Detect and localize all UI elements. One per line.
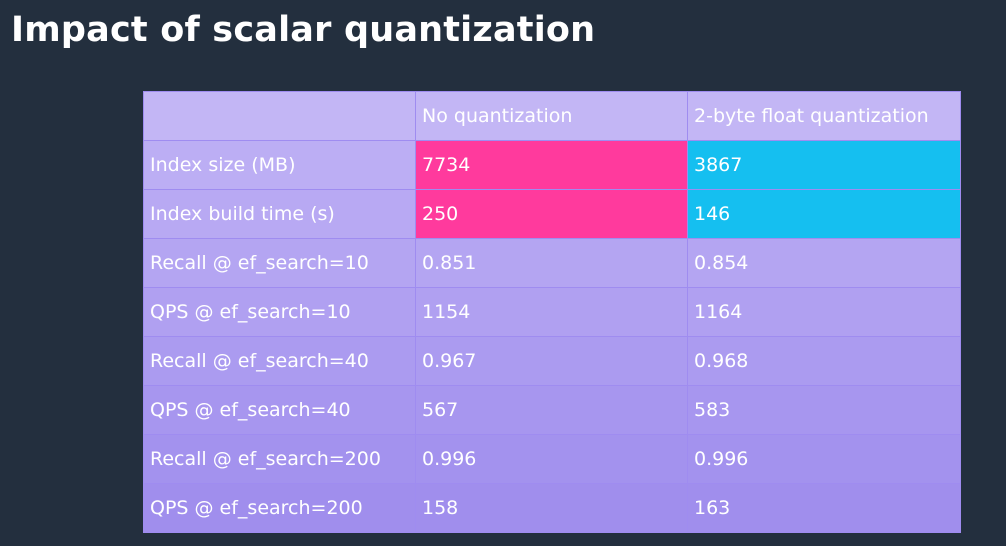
cell-no-quantization: 7734 — [415, 140, 688, 190]
cell-no-quantization: 567 — [415, 385, 688, 435]
header-cell-float-quantization: 2-byte float quantization — [687, 91, 961, 141]
table-row: Index build time (s) 250 146 — [143, 189, 961, 239]
comparison-table: No quantization 2-byte float quantizatio… — [143, 91, 961, 533]
table-row: QPS @ ef_search=200 158 163 — [143, 483, 961, 533]
table-row: Recall @ ef_search=40 0.967 0.968 — [143, 336, 961, 386]
table-row: Index size (MB) 7734 3867 — [143, 140, 961, 190]
cell-no-quantization: 0.996 — [415, 434, 688, 484]
header-cell-metric — [143, 91, 416, 141]
table-row: QPS @ ef_search=10 1154 1164 — [143, 287, 961, 337]
cell-float-quantization: 163 — [687, 483, 961, 533]
row-label: QPS @ ef_search=40 — [143, 385, 416, 435]
row-label: Recall @ ef_search=10 — [143, 238, 416, 288]
cell-float-quantization: 3867 — [687, 140, 961, 190]
cell-no-quantization: 250 — [415, 189, 688, 239]
table-row: Recall @ ef_search=10 0.851 0.854 — [143, 238, 961, 288]
header-cell-no-quantization: No quantization — [415, 91, 688, 141]
table-header-row: No quantization 2-byte float quantizatio… — [143, 91, 961, 141]
cell-float-quantization: 0.996 — [687, 434, 961, 484]
slide-title: Impact of scalar quantization — [11, 10, 596, 50]
row-label: QPS @ ef_search=10 — [143, 287, 416, 337]
cell-no-quantization: 1154 — [415, 287, 688, 337]
cell-float-quantization: 1164 — [687, 287, 961, 337]
row-label: Recall @ ef_search=200 — [143, 434, 416, 484]
table-row: Recall @ ef_search=200 0.996 0.996 — [143, 434, 961, 484]
cell-no-quantization: 0.967 — [415, 336, 688, 386]
row-label: Recall @ ef_search=40 — [143, 336, 416, 386]
cell-float-quantization: 0.854 — [687, 238, 961, 288]
row-label: Index size (MB) — [143, 140, 416, 190]
table-row: QPS @ ef_search=40 567 583 — [143, 385, 961, 435]
cell-no-quantization: 0.851 — [415, 238, 688, 288]
cell-float-quantization: 583 — [687, 385, 961, 435]
cell-float-quantization: 0.968 — [687, 336, 961, 386]
cell-no-quantization: 158 — [415, 483, 688, 533]
row-label: QPS @ ef_search=200 — [143, 483, 416, 533]
cell-float-quantization: 146 — [687, 189, 961, 239]
row-label: Index build time (s) — [143, 189, 416, 239]
